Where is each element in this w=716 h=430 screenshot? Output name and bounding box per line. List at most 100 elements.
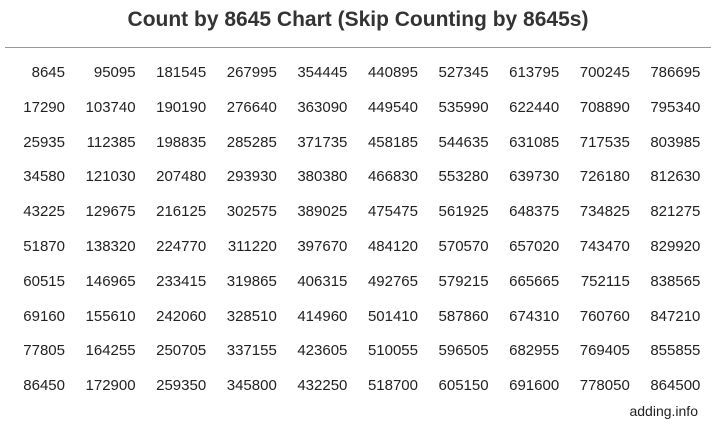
table-cell: 34580 — [23, 168, 65, 186]
table-cell: 406315 — [297, 272, 348, 290]
table-cell: 216125 — [156, 203, 207, 221]
table-cell: 674310 — [509, 307, 560, 325]
table-row: 43225 129675 216125 302575 389025 475475 56192… — [0, 201, 716, 223]
table-cell: 466830 — [367, 168, 418, 186]
table-cell: 665665 — [509, 272, 560, 290]
table-cell: 86450 — [23, 377, 65, 395]
table-cell: 743470 — [579, 238, 630, 255]
table-cell: 121030 — [85, 168, 136, 186]
table-cell: 605150 — [438, 377, 489, 395]
table-cell: 682955 — [509, 342, 560, 360]
table-row: 69160 155610 242060 328510 414960 501410 58786… — [0, 306, 716, 328]
table-cell: 224770 — [156, 238, 207, 255]
table-row: 8645 95095 181545 267995 354445 440895 527345 6… — [0, 62, 716, 84]
table-cell: 812630 — [650, 168, 701, 186]
table-cell: 734825 — [579, 203, 630, 221]
table-cell: 492765 — [367, 272, 418, 290]
table-cell: 458185 — [367, 133, 418, 151]
table-cell: 363090 — [297, 98, 348, 116]
table-cell: 449540 — [367, 98, 418, 116]
table-cell: 69160 — [23, 307, 65, 325]
table-cell: 138320 — [85, 238, 136, 255]
table-cell: 501410 — [367, 307, 418, 325]
table-cell: 579215 — [438, 272, 489, 290]
table-cell: 691600 — [509, 377, 560, 395]
table-cell: 527345 — [438, 64, 489, 81]
table-cell: 847210 — [650, 307, 701, 325]
site-credit: adding.info — [629, 403, 698, 419]
table-cell: 380380 — [297, 168, 348, 186]
table-cell: 596505 — [438, 342, 489, 360]
table-cell: 553280 — [438, 168, 489, 186]
table-cell: 786695 — [650, 64, 701, 81]
table-cell: 233415 — [156, 272, 207, 290]
table-cell: 285285 — [226, 133, 277, 151]
table-cell: 760760 — [579, 307, 630, 325]
table-cell: 103740 — [85, 98, 136, 116]
table-cell: 717535 — [579, 133, 630, 151]
table-cell: 561925 — [438, 203, 489, 221]
table-cell: 242060 — [156, 307, 207, 325]
table-cell: 838565 — [650, 272, 701, 290]
table-cell: 172900 — [85, 377, 136, 395]
table-cell: 752115 — [580, 272, 630, 290]
table-cell: 43225 — [23, 203, 65, 221]
table-cell: 345800 — [226, 377, 277, 395]
table-cell: 389025 — [297, 203, 348, 221]
table-cell: 414960 — [297, 307, 348, 325]
table-cell: 657020 — [509, 238, 560, 255]
table-cell: 726180 — [579, 168, 630, 186]
table-cell: 397670 — [297, 238, 348, 255]
table-cell: 337155 — [226, 342, 277, 360]
table-cell: 276640 — [226, 98, 277, 116]
table-cell: 544635 — [438, 133, 489, 151]
table-row: 25935 112385 198835 285285 371735 458185 54463… — [0, 132, 716, 154]
table-cell: 587860 — [438, 307, 489, 325]
table-cell: 146965 — [85, 272, 136, 290]
table-cell: 371735 — [297, 133, 348, 151]
table-cell: 795340 — [650, 98, 701, 116]
table-cell: 293930 — [226, 168, 277, 186]
table-cell: 432250 — [297, 377, 348, 395]
table-cell: 821275 — [650, 203, 701, 221]
table-cell: 864500 — [650, 377, 701, 395]
table-cell: 311220 — [227, 238, 277, 255]
table-cell: 77805 — [23, 342, 65, 360]
table-cell: 267995 — [226, 64, 277, 81]
table-cell: 484120 — [367, 238, 418, 255]
table-row: 51870 138320 224770 311220 397670 484120 57057… — [0, 236, 716, 258]
table-cell: 198835 — [156, 133, 207, 151]
table-cell: 613795 — [509, 64, 560, 81]
table-cell: 250705 — [156, 342, 207, 360]
table-cell: 17290 — [23, 98, 65, 116]
table-cell: 708890 — [579, 98, 630, 116]
divider — [5, 47, 711, 48]
table-cell: 769405 — [579, 342, 630, 360]
table-cell: 570570 — [438, 238, 489, 255]
table-cell: 639730 — [509, 168, 560, 186]
table-cell: 190190 — [156, 98, 207, 116]
table-cell: 302575 — [226, 203, 277, 221]
table-cell: 631085 — [509, 133, 560, 151]
table-cell: 778050 — [579, 377, 630, 395]
table-row: 86450 172900 259350 345800 432250 518700 60515… — [0, 375, 716, 397]
table-cell: 855855 — [650, 342, 701, 360]
table-cell: 8645 — [31, 64, 65, 81]
page-title: Count by 8645 Chart (Skip Counting by 86… — [127, 8, 589, 31]
table-cell: 803985 — [650, 133, 701, 151]
table-cell: 829920 — [650, 238, 701, 255]
table-cell: 51870 — [23, 238, 65, 255]
table-row: 60515 146965 233415 319865 406315 492765 57921… — [0, 271, 716, 293]
table-cell: 95095 — [93, 64, 136, 81]
table-cell: 700245 — [579, 64, 630, 81]
table-cell: 440895 — [367, 64, 418, 81]
table-row: 34580 121030 207480 293930 380380 466830 55328… — [0, 166, 716, 188]
table-cell: 475475 — [367, 203, 418, 221]
table-cell: 60515 — [23, 272, 65, 290]
table-cell: 259350 — [156, 377, 207, 395]
table-row: 77805 164255 250705 337155 423605 510055 59650… — [0, 340, 716, 362]
table-cell: 164255 — [85, 342, 136, 360]
table-cell: 518700 — [367, 377, 418, 395]
table-cell: 510055 — [367, 342, 418, 360]
table-cell: 319865 — [226, 272, 277, 290]
